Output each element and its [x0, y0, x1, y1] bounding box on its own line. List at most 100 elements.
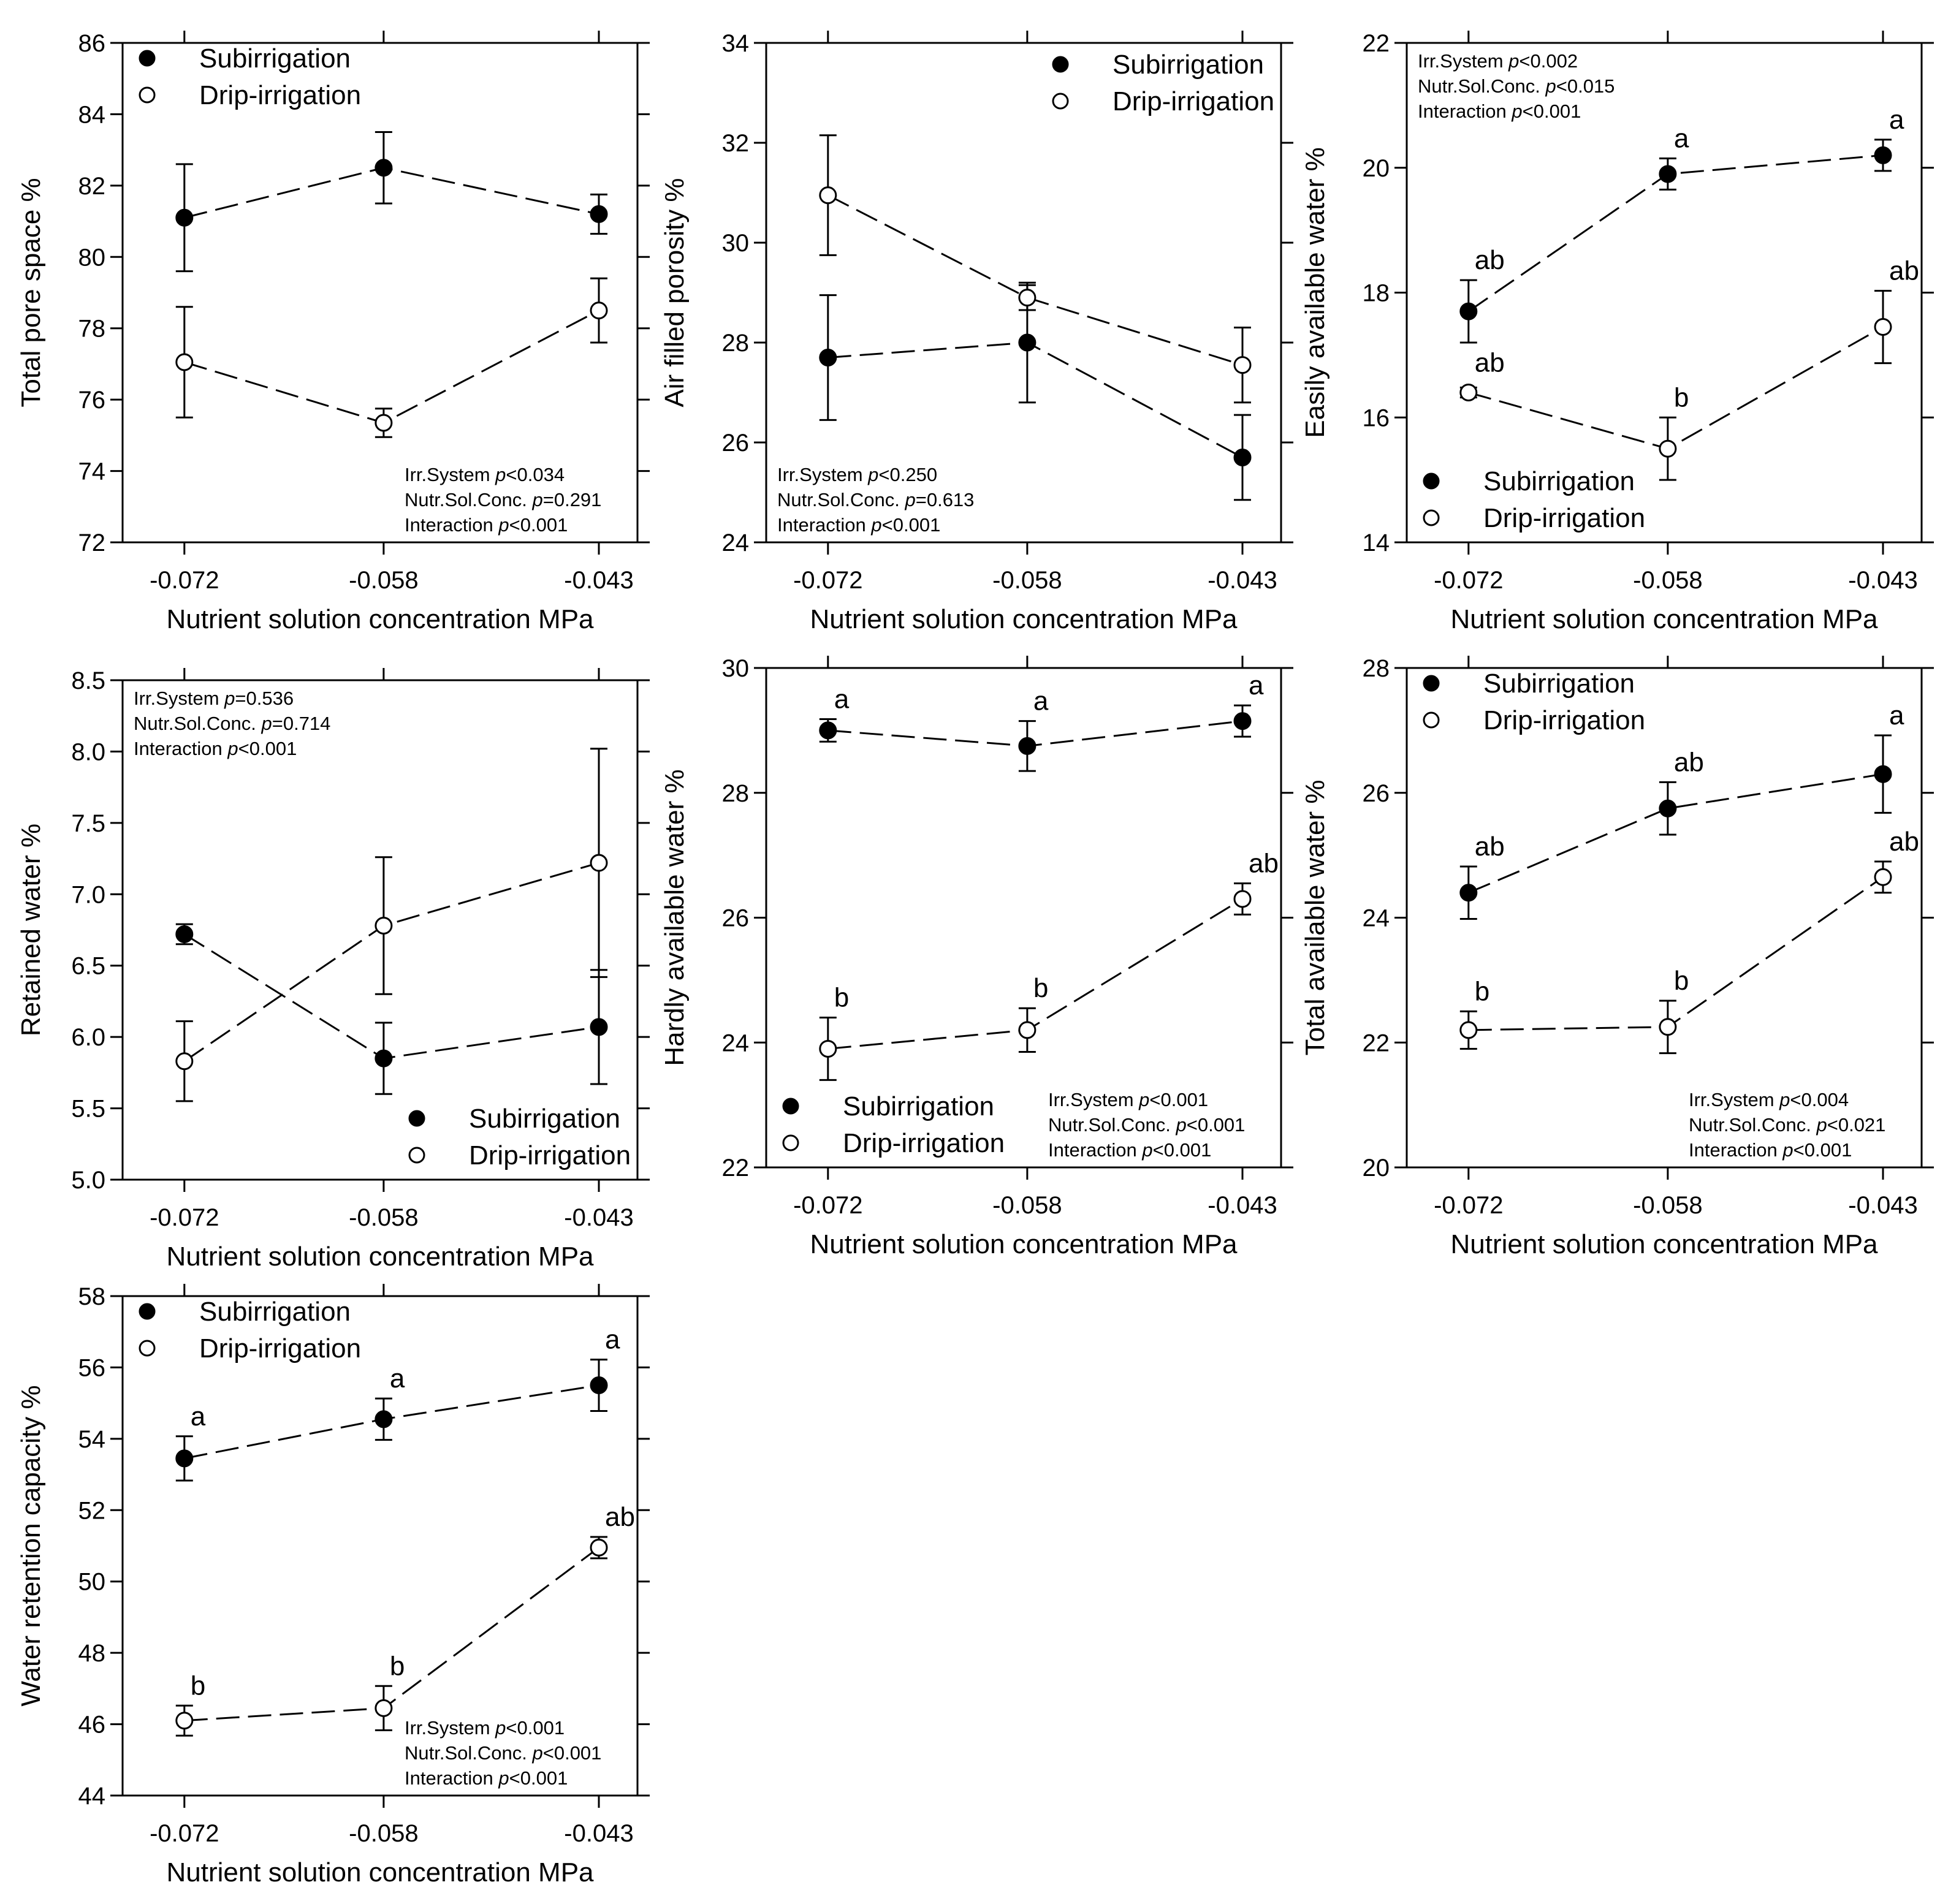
y-tick-label: 80: [78, 244, 106, 271]
legend-label: Subirrigation: [1483, 466, 1635, 496]
stats-line: Nutr.Sol.Conc. p<0.001: [1048, 1114, 1245, 1136]
y-axis-title: Hardly available water %: [660, 769, 690, 1066]
legend-marker-open: [139, 86, 156, 104]
stats-p: p: [1511, 101, 1522, 122]
stats-label: Nutr.Sol.Conc.: [1048, 1114, 1176, 1136]
stats-p: p: [531, 1742, 542, 1764]
stats-line: Interaction p<0.001: [405, 514, 568, 536]
x-tick-label: -0.043: [1848, 1192, 1917, 1219]
stats-p: p: [498, 1767, 509, 1789]
y-tick-label: 20: [1363, 155, 1390, 182]
stats-label: Nutr.Sol.Conc.: [405, 1742, 532, 1764]
chart-panel-tps: 72 74 76 78 80 82 84 86 -0.072 -0.058 -0.043 Nutrie…: [16, 30, 650, 634]
data-point: [590, 205, 608, 223]
legend-marker-filled: [1423, 472, 1440, 490]
significance-letter: b: [191, 1671, 205, 1701]
y-tick-label: 18: [1363, 280, 1390, 307]
y-tick-label: 28: [722, 780, 750, 807]
y-tick-label: 84: [78, 101, 106, 128]
data-point: [590, 1538, 608, 1557]
x-axis-title: Nutrient solution concentration MPa: [166, 1242, 594, 1272]
significance-letter: ab: [1889, 827, 1919, 857]
data-point: [175, 1052, 194, 1071]
stats-p: p: [1138, 1089, 1149, 1110]
data-point: [1874, 318, 1892, 336]
y-tick-label: 14: [1363, 529, 1390, 556]
y-tick-label: 24: [722, 529, 750, 556]
x-tick-label: -0.058: [349, 1204, 418, 1231]
stats-annotation: Irr.System p<0.004 Nutr.Sol.Conc. p<0.021…: [1689, 1089, 1885, 1161]
stats-value: <0.004: [1790, 1089, 1849, 1110]
significance-letter: b: [1674, 966, 1689, 996]
data-point: [1459, 1021, 1478, 1039]
x-axis-title: Nutrient solution concentration MPa: [1450, 1229, 1878, 1259]
data-point: [1874, 765, 1892, 783]
stats-line: Irr.System p<0.004: [1689, 1089, 1849, 1110]
legend-marker-open: [1423, 711, 1440, 729]
legend-label: Drip-irrigation: [469, 1140, 631, 1170]
stats-label: Nutr.Sol.Conc.: [405, 489, 532, 510]
stats-line: Nutr.Sol.Conc. p=0.714: [134, 713, 330, 734]
significance-letter: ab: [1889, 256, 1919, 286]
series-line: [184, 933, 599, 1060]
y-tick-label: 24: [722, 1030, 750, 1056]
significance-letter: a: [390, 1364, 405, 1394]
stats-line: Interaction p<0.001: [777, 514, 940, 536]
y-tick-label: 82: [78, 173, 106, 200]
plot-frame: [765, 42, 1282, 544]
data-point: [1659, 1018, 1677, 1036]
stats-p: p: [495, 1717, 506, 1739]
y-tick-label: 28: [722, 330, 750, 357]
legend-marker-open: [782, 1134, 799, 1151]
significance-letter: a: [1033, 686, 1049, 716]
stats-value: <0.001: [509, 514, 568, 536]
y-tick-label: 22: [722, 1155, 750, 1181]
y-tick-label: 8.0: [71, 738, 105, 765]
significance-letter: a: [834, 685, 850, 715]
stats-label: Nutr.Sol.Conc.: [1689, 1114, 1816, 1136]
series-drip-irrigation: ab b ab: [1459, 256, 1919, 481]
legend-label: Subirrigation: [199, 44, 351, 74]
y-axis-title: Air filled porosity %: [660, 178, 690, 407]
chart-panel-taw: 20 22 24 26 28 -0.072 -0.058 -0.043 Nutrient sol…: [1300, 655, 1934, 1259]
legend: Subirrigation Drip-irrigation: [1423, 466, 1645, 533]
stats-p: p: [867, 464, 878, 485]
data-point: [375, 1699, 393, 1717]
data-point: [1459, 302, 1478, 320]
y-tick-label: 32: [722, 130, 750, 157]
series-line: [1468, 876, 1884, 1031]
legend: Subirrigation Drip-irrigation: [139, 1297, 361, 1364]
series-drip-irrigation: [175, 748, 608, 1102]
x-tick-label: -0.058: [1633, 1192, 1702, 1219]
stats-p: p: [1545, 75, 1556, 97]
chart-panel-rw: 5.0 5.5 6.0 6.5 7.0 7.5 8.0 8.5 -0.072 -0.058 -0.0…: [16, 667, 650, 1272]
data-point: [590, 854, 608, 872]
stats-label: Interaction: [405, 514, 498, 536]
x-axis-title: Nutrient solution concentration MPa: [1450, 604, 1878, 634]
data-point: [1018, 289, 1037, 307]
x-tick-label: -0.043: [1208, 567, 1277, 594]
significance-letter: b: [834, 983, 849, 1013]
legend: Subirrigation Drip-irrigation: [1423, 669, 1645, 735]
y-tick-label: 76: [78, 387, 106, 414]
data-point: [1233, 890, 1252, 908]
significance-letter: a: [1889, 105, 1904, 135]
x-tick-label: -0.072: [1434, 1192, 1503, 1219]
legend-label: Drip-irrigation: [199, 1333, 361, 1364]
y-tick-label: 30: [722, 230, 750, 257]
data-point: [1018, 737, 1037, 755]
stats-value: <0.001: [1794, 1139, 1852, 1161]
stats-line: Nutr.Sol.Conc. p<0.021: [1689, 1114, 1885, 1136]
stats-value: <0.001: [238, 738, 297, 759]
y-tick-label: 30: [722, 655, 750, 682]
data-point: [819, 348, 837, 366]
data-point: [1233, 356, 1252, 374]
y-tick-label: 44: [78, 1783, 106, 1810]
plot-frame: [121, 1295, 639, 1797]
data-point: [590, 1018, 608, 1036]
y-tick-label: 52: [78, 1497, 106, 1524]
significance-letter: ab: [1475, 348, 1505, 378]
